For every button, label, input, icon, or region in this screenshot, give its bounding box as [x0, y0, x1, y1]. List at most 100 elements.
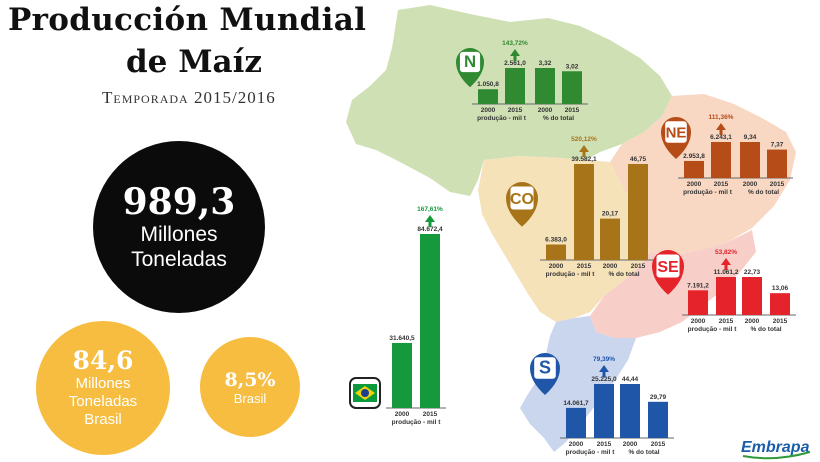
brazil-unit-line1: Millones	[75, 375, 131, 392]
NE-pin-label: NE	[666, 124, 687, 141]
NE-production-tick-label: 2000	[687, 181, 702, 188]
N-growth-label: 143,72%	[502, 40, 528, 47]
NE-production-bar-2000	[684, 160, 704, 178]
NE-share-tick-label: 2000	[743, 181, 758, 188]
SE-region-pin: SE	[652, 250, 684, 295]
BR-growth-label: 167,61%	[417, 206, 443, 213]
N-production-value-label: 1.050,8	[477, 81, 499, 88]
SE-production-bar-2015	[716, 277, 736, 315]
S-share-tick-label: 2000	[623, 441, 638, 448]
S-growth-arrow-stem	[602, 372, 606, 377]
BR-production-tick-label: 2015	[423, 411, 438, 418]
SE-growth-arrow-stem	[724, 265, 728, 270]
NE-share-axis-label: % do total	[748, 189, 779, 196]
SE-growth-arrow-icon	[721, 258, 731, 265]
brazil-production-circle: 84,6 Millones Toneladas Brasil	[36, 321, 170, 455]
NE-share-tick-label: 2015	[770, 181, 785, 188]
N-growth-arrow-icon	[510, 49, 520, 56]
S-pin-badge	[534, 357, 556, 379]
N-share-value-label: 3,32	[539, 60, 552, 67]
N-production-axis-label: produção - mil t	[477, 115, 527, 122]
S-growth-arrow-icon	[599, 365, 609, 372]
brazil-flag-icon	[349, 377, 381, 409]
BR-production-value-label: 31.640,5	[389, 335, 415, 342]
NE-growth-arrow-stem	[719, 130, 723, 135]
N-pin-badge	[459, 51, 481, 73]
brazil-share-value: 8,5%	[224, 368, 276, 391]
world-production-circle: 989,3 Millones Toneladas	[93, 141, 265, 313]
N-pin-label: N	[464, 52, 476, 71]
embrapa-logo-swoosh	[742, 451, 811, 460]
season-subtitle: Temporada 2015/2016	[102, 88, 276, 107]
brazil-unit-line2: Toneladas	[68, 393, 138, 410]
BR-production-tick-label: 2000	[395, 411, 410, 418]
SE-share-value-label: 22,73	[744, 269, 761, 276]
N-growth-arrow-stem	[513, 56, 517, 61]
N-share-bar-2015	[562, 71, 582, 104]
NE-production-axis-label: produção - mil t	[683, 189, 733, 196]
N-production-tick-label: 2000	[481, 107, 496, 114]
CO-production-axis-label: produção - mil t	[546, 271, 596, 278]
NE-share-value-label: 9,34	[744, 134, 757, 141]
SE-production-tick-label: 2000	[691, 318, 706, 325]
CO-share-bar-2000	[600, 218, 620, 260]
brazil-production-value: 84,6	[72, 346, 134, 375]
SE-growth-label: 53,82%	[715, 249, 737, 256]
CO-region-pin: CO	[506, 182, 538, 227]
BR-growth-arrow-stem	[428, 222, 432, 227]
S-production-tick-label: 2000	[569, 441, 584, 448]
N-share-value-label: 3,02	[566, 63, 579, 70]
BR-production-axis-label: produção - mil t	[392, 419, 442, 426]
CO-production-tick-label: 2000	[549, 263, 564, 270]
CO-growth-arrow-icon	[579, 145, 589, 152]
CO-growth-label: 520,12%	[571, 136, 597, 143]
SE-share-value-label: 13,06	[772, 285, 789, 292]
CO-pin-label: CO	[510, 191, 534, 208]
CO-pin-badge	[510, 186, 534, 210]
S-share-bar-2000	[620, 384, 640, 438]
CO-growth-arrow-stem	[582, 152, 586, 157]
SE-production-axis-label: produção - mil t	[688, 326, 738, 333]
S-production-value-label: 14.061,7	[563, 400, 589, 407]
main-title-line1: Producción Mundial	[8, 2, 367, 38]
N-share-bar-2000	[535, 68, 555, 104]
S-production-bar-2015	[594, 384, 614, 438]
S-production-axis-label: produção - mil t	[566, 449, 616, 456]
S-growth-label: 79,39%	[593, 356, 615, 363]
N-production-value-label: 2.561,0	[504, 60, 526, 67]
BR-production-bar-2015	[420, 234, 440, 408]
S-share-axis-label: % do total	[628, 449, 659, 456]
SE-pin-label: SE	[657, 259, 679, 276]
NE-share-bar-2015	[767, 149, 787, 178]
S-share-bar-2015	[648, 401, 668, 438]
N-region-pin: N	[456, 48, 484, 88]
NE-share-value-label: 7,37	[771, 142, 784, 149]
NE-production-value-label: 2.953,8	[683, 153, 705, 160]
S-production-bar-2000	[566, 407, 586, 438]
SE-share-tick-label: 2000	[745, 318, 760, 325]
N-share-tick-label: 2015	[565, 107, 580, 114]
S-share-tick-label: 2015	[651, 441, 666, 448]
SE-share-axis-label: % do total	[750, 326, 781, 333]
S-production-value-label: 25.225,0	[591, 376, 617, 383]
BR-growth-arrow-icon	[425, 215, 435, 222]
brazil-unit-line3: Brasil	[84, 411, 122, 428]
S-share-value-label: 44,44	[622, 376, 639, 383]
NE-growth-arrow-icon	[716, 123, 726, 130]
NE-pin-badge	[665, 121, 687, 143]
main-title-line2: de Maíz	[126, 44, 262, 80]
N-production-bar-2000	[478, 89, 498, 104]
BR-production-value-label: 84.672,4	[417, 226, 443, 233]
embrapa-logo: Embrapa	[741, 439, 810, 456]
world-production-value: 989,3	[122, 181, 236, 223]
CO-share-tick-label: 2000	[603, 263, 618, 270]
N-share-axis-label: % do total	[543, 115, 574, 122]
CO-share-axis-label: % do total	[608, 271, 639, 278]
CO-share-bar-2015	[628, 164, 648, 260]
NE-region-pin: NE	[661, 117, 691, 159]
CO-share-value-label: 46,75	[630, 156, 647, 163]
SE-share-bar-2015	[770, 293, 790, 315]
SE-production-value-label: 11.061,2	[714, 269, 739, 276]
CO-share-value-label: 20,17	[602, 211, 619, 218]
NE-production-bar-2015	[711, 142, 731, 178]
